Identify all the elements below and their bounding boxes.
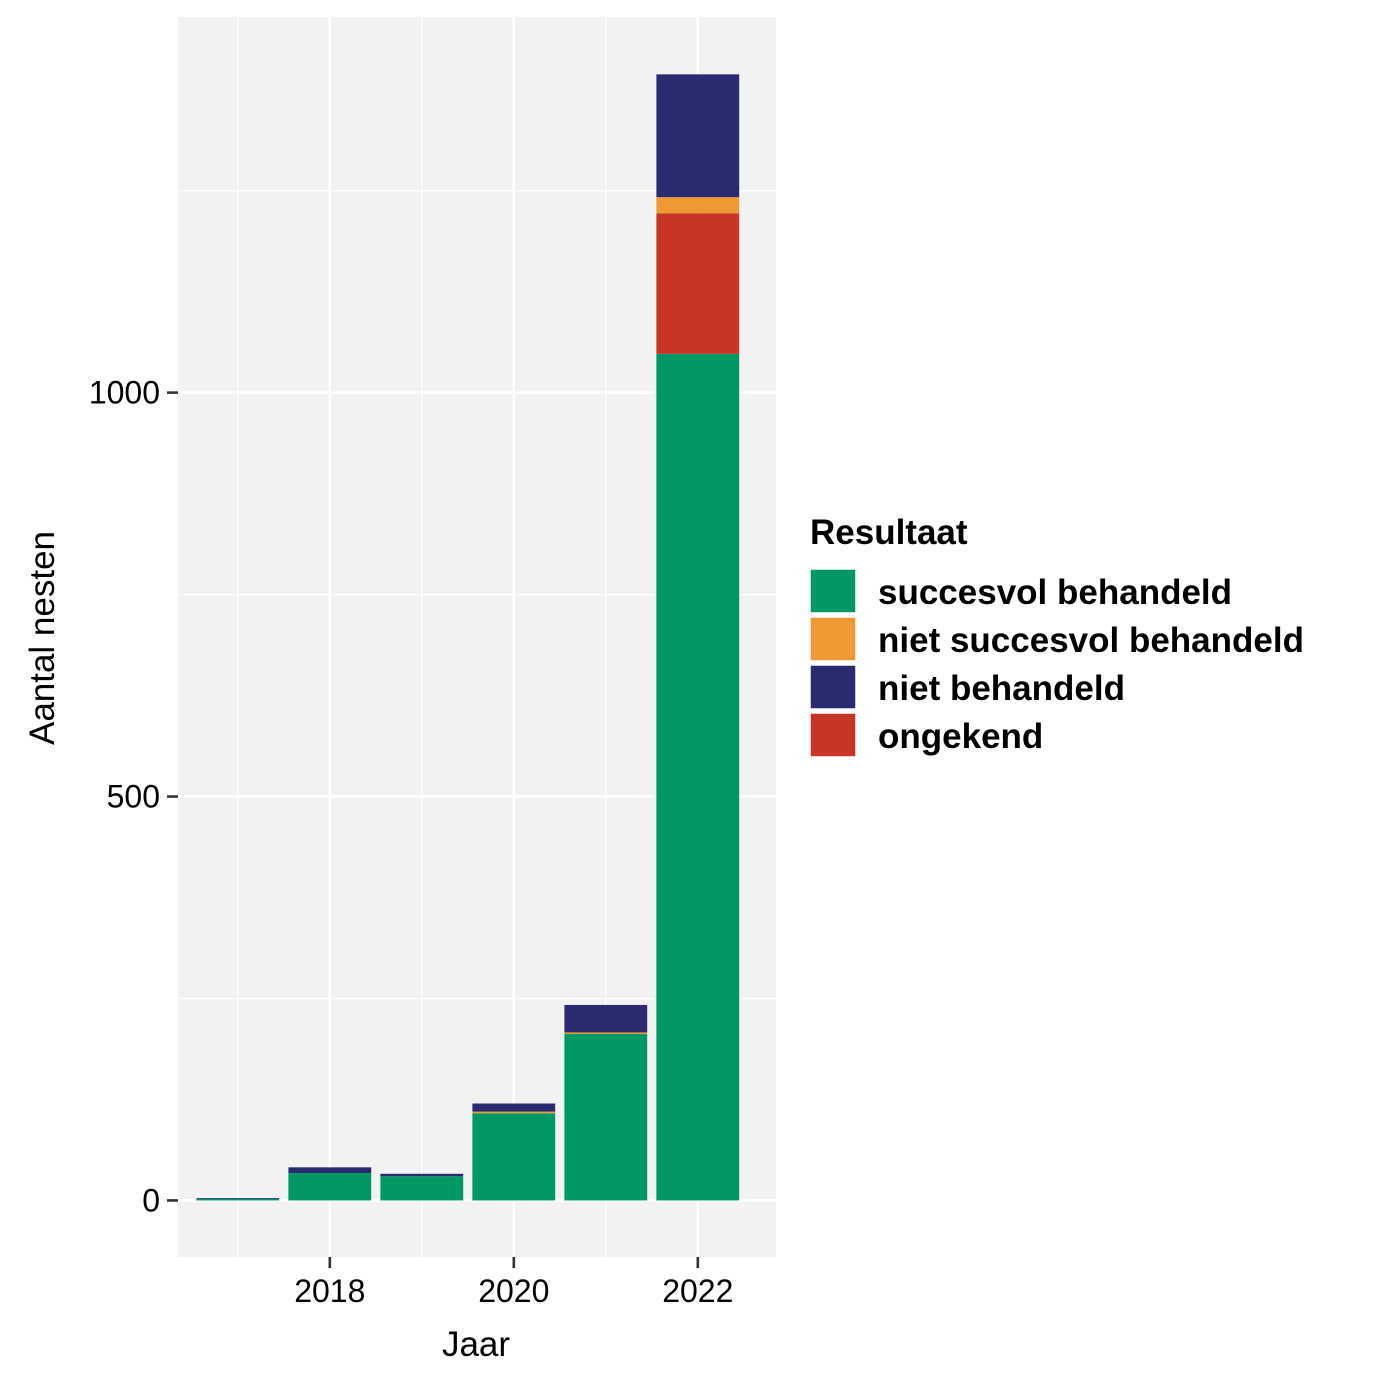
y-axis: 0 500 1000 xyxy=(89,375,178,1218)
legend-key-ongekend xyxy=(809,712,857,758)
y-tick-label: 0 xyxy=(142,1182,160,1218)
bar-segment-2020-niet-behandeld xyxy=(472,1103,556,1112)
bar-segment-2017-niet-behandeld xyxy=(196,1198,280,1199)
bar-segment-2020-succesvol-behandeld xyxy=(472,1113,556,1201)
legend-key-niet-succesvol-behandeld xyxy=(809,616,857,662)
bar-segment-2018-niet-behandeld xyxy=(288,1167,372,1173)
legend-label: ongekend xyxy=(878,717,1043,756)
bar-segment-2022-ongekend xyxy=(656,213,740,354)
bar-segment-2017-succesvol-behandeld xyxy=(196,1198,280,1201)
legend-title: Resultaat xyxy=(810,513,968,552)
legend-label: succesvol behandeld xyxy=(878,573,1232,612)
legend-key-niet-behandeld xyxy=(809,664,857,710)
y-axis-title: Aantal nesten xyxy=(23,531,62,745)
legend: Resultaat succesvol behandeld niet succes… xyxy=(809,513,1304,758)
bars xyxy=(196,74,740,1201)
bar-segment-2022-niet-succesvol-behandeld xyxy=(656,197,740,214)
y-tick-label: 500 xyxy=(107,779,160,815)
y-tick-label: 1000 xyxy=(89,375,160,411)
x-tick-label: 2020 xyxy=(478,1273,549,1309)
legend-label: niet behandeld xyxy=(878,669,1125,708)
x-tick-label: 2018 xyxy=(294,1273,365,1309)
x-tick-label: 2022 xyxy=(662,1273,733,1309)
bar-segment-2022-niet-behandeld xyxy=(656,74,740,198)
bar-segment-2021-niet-behandeld xyxy=(564,1004,648,1033)
bar-segment-2019-niet-behandeld xyxy=(380,1173,464,1177)
bar-segment-2020-niet-succesvol-behandeld xyxy=(472,1111,556,1114)
bar-segment-2018-succesvol-behandeld xyxy=(288,1172,372,1201)
x-axis-title: Jaar xyxy=(442,1325,510,1364)
bar-segment-2021-succesvol-behandeld xyxy=(564,1034,648,1201)
legend-label: niet succesvol behandeld xyxy=(878,621,1304,660)
bar-segment-2019-succesvol-behandeld xyxy=(380,1176,464,1201)
x-axis: 2018 2020 2022 xyxy=(294,1257,733,1309)
bar-segment-2022-succesvol-behandeld xyxy=(656,353,740,1201)
bar-segment-2021-niet-succesvol-behandeld xyxy=(564,1032,648,1035)
legend-key-succesvol-behandeld xyxy=(809,568,857,614)
